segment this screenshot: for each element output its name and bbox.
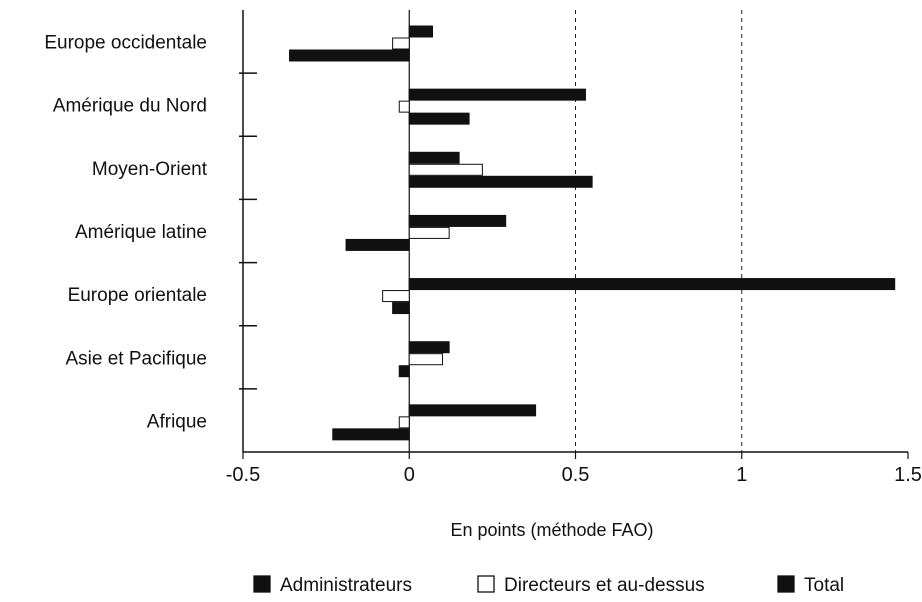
legend-swatch-total <box>777 575 795 593</box>
bar-directeurs-et-au-dessus-europe-occidentale <box>392 37 410 50</box>
x-tick-label: -0.5 <box>226 464 260 486</box>
bar-directeurs-et-au-dessus-europe-orientale <box>382 290 410 303</box>
x-tick-label: 1 <box>736 464 747 486</box>
bar-directeurs-et-au-dessus-amerique-du-nord <box>398 100 410 113</box>
bar-administrateurs-moyen-orient <box>408 151 460 164</box>
legend-swatch-directeurs-et-au-dessus <box>477 575 495 593</box>
bar-directeurs-et-au-dessus-afrique <box>398 416 410 429</box>
category-label-amerique-latine: Amérique latine <box>75 222 207 243</box>
category-label-moyen-orient: Moyen-Orient <box>92 159 208 180</box>
bar-directeurs-et-au-dessus-amerique-latine <box>408 226 450 239</box>
category-label-amerique-du-nord: Amérique du Nord <box>53 96 207 117</box>
bar-total-moyen-orient <box>408 175 593 188</box>
bar-administrateurs-asie-et-pacifique <box>408 341 450 354</box>
bar-administrateurs-europe-orientale <box>408 278 896 291</box>
x-tick-label: 0 <box>404 464 415 486</box>
bar-administrateurs-europe-occidentale <box>408 25 434 38</box>
bar-total-amerique-du-nord <box>408 112 470 125</box>
bar-total-amerique-latine <box>345 238 410 251</box>
legend-label-total: Total <box>804 575 844 596</box>
bar-administrateurs-amerique-latine <box>408 214 507 227</box>
category-label-europe-orientale: Europe orientale <box>68 285 207 306</box>
x-axis-title: En points (méthode FAO) <box>450 520 653 540</box>
x-tick-label: 1.5 <box>894 464 922 486</box>
bar-administrateurs-amerique-du-nord <box>408 88 586 101</box>
bar-total-europe-occidentale <box>289 49 410 62</box>
legend-label-directeurs-et-au-dessus: Directeurs et au-dessus <box>504 575 705 596</box>
bar-directeurs-et-au-dessus-asie-et-pacifique <box>408 353 443 366</box>
bar-administrateurs-afrique <box>408 404 537 417</box>
bar-total-europe-orientale <box>392 302 410 315</box>
bar-total-afrique <box>332 428 410 441</box>
category-label-asie-et-pacifique: Asie et Pacifique <box>65 348 207 369</box>
legend: Administrateurs Directeurs et au-dessus To… <box>253 575 844 596</box>
bar-total-asie-et-pacifique <box>398 365 410 378</box>
plot-area: -0.5 0 0.5 1 1.5 Europe occidentale Amérique d… <box>44 10 922 486</box>
category-label-afrique: Afrique <box>147 411 207 432</box>
x-tick-label: 0.5 <box>562 464 590 486</box>
legend-swatch-administrateurs <box>253 575 271 593</box>
category-label-europe-occidentale: Europe occidentale <box>44 33 207 54</box>
legend-label-administrateurs: Administrateurs <box>280 575 412 596</box>
bar-directeurs-et-au-dessus-moyen-orient <box>408 163 483 176</box>
